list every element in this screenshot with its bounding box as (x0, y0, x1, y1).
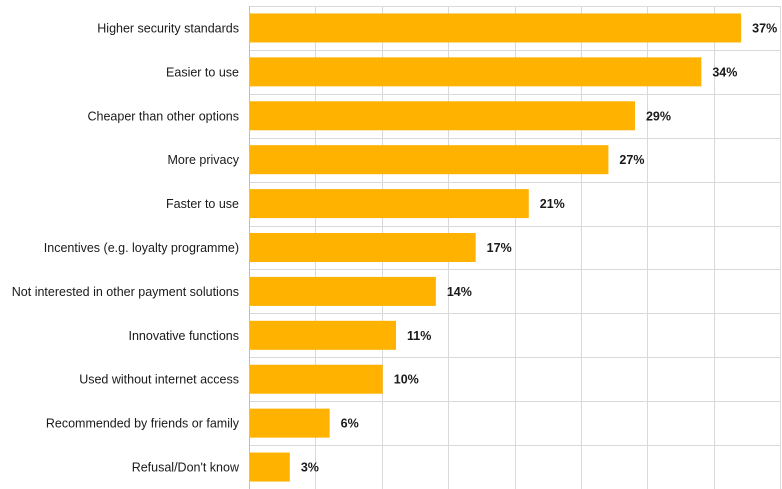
bar (250, 145, 609, 175)
value-label: 10% (394, 373, 419, 387)
category-label: Used without internet access (79, 373, 239, 387)
category-label: Recommended by friends or family (46, 417, 240, 431)
grid-layer (249, 6, 781, 489)
category-label: Refusal/Don't know (132, 461, 240, 475)
category-label: Higher security standards (97, 21, 239, 35)
value-label: 34% (712, 65, 737, 79)
bar (250, 276, 436, 306)
bar (250, 364, 383, 394)
category-label: Not interested in other payment solution… (12, 285, 239, 299)
category-label: Cheaper than other options (88, 109, 240, 123)
value-label: 37% (752, 21, 777, 35)
bar-layer (250, 13, 742, 482)
bar (250, 233, 476, 262)
category-label: Innovative functions (129, 329, 240, 343)
category-label: Faster to use (166, 197, 239, 211)
bar (250, 408, 330, 438)
category-label: Easier to use (166, 65, 239, 79)
value-label: 29% (646, 109, 671, 123)
value-label: 17% (487, 241, 512, 255)
bar (250, 13, 742, 43)
value-label: 27% (619, 153, 644, 167)
value-label: 3% (301, 461, 319, 475)
bar (250, 57, 702, 87)
bar (250, 320, 397, 350)
value-label: 6% (341, 417, 359, 431)
value-label: 14% (447, 285, 472, 299)
label-layer: Higher security standards 37% Easier to us… (12, 21, 777, 474)
value-label: 21% (540, 197, 565, 211)
bar (250, 452, 290, 482)
value-label: 11% (407, 329, 431, 343)
bar (250, 101, 635, 131)
category-label: Incentives (e.g. loyalty programme) (44, 241, 239, 255)
bar (250, 189, 529, 219)
category-label: More privacy (167, 153, 239, 167)
